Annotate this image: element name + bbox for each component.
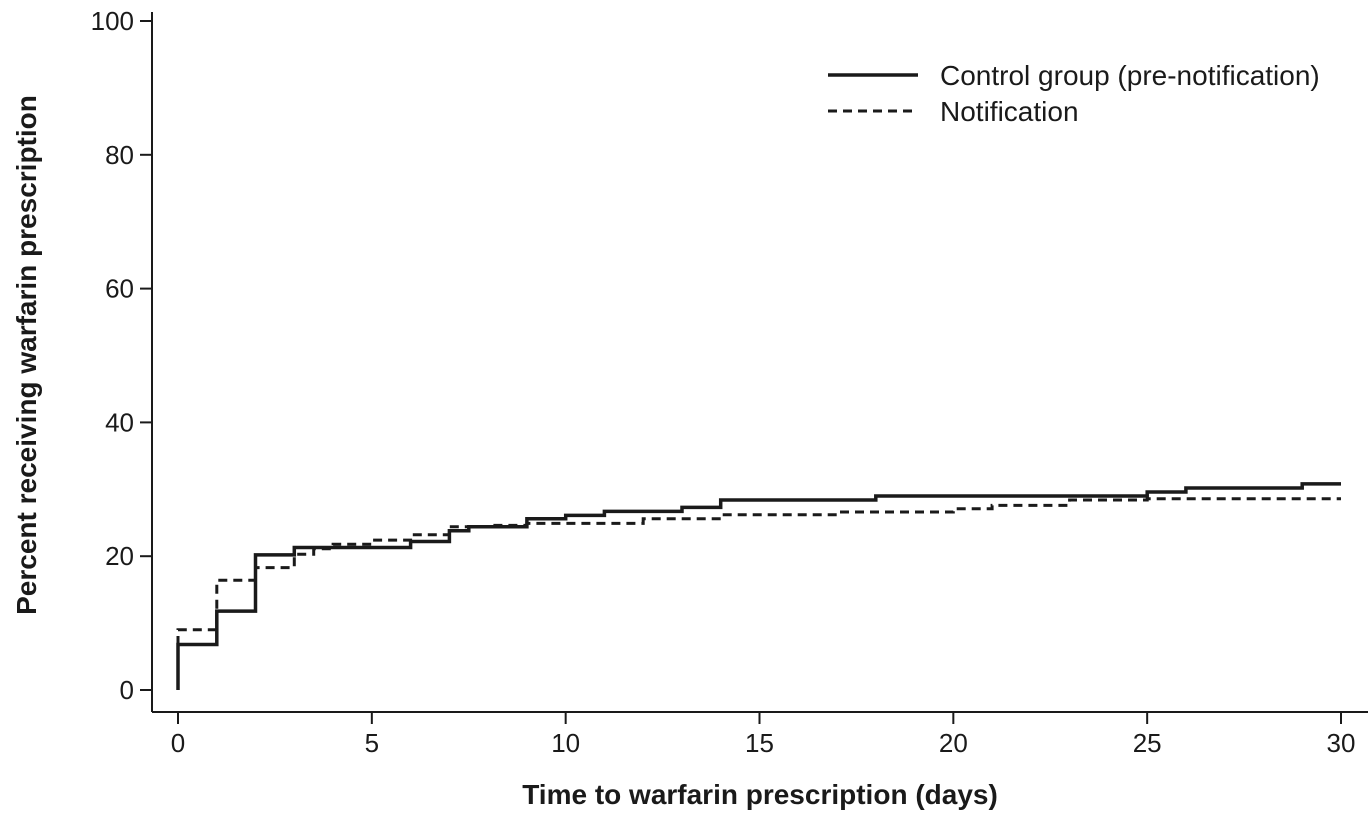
y-axis-title: Percent receiving warfarin prescription bbox=[11, 95, 42, 615]
series-line-control bbox=[176, 482, 1341, 690]
x-tick-label: 20 bbox=[939, 728, 968, 758]
legend-label: Notification bbox=[940, 96, 1079, 127]
y-tick-label: 0 bbox=[120, 675, 134, 705]
x-tick-label: 10 bbox=[551, 728, 580, 758]
y-tick-label: 40 bbox=[105, 407, 134, 437]
y-tick-label: 100 bbox=[91, 6, 134, 36]
legend: Control group (pre-notification) Notifica… bbox=[828, 60, 1320, 127]
x-axis-title: Time to warfarin prescription (days) bbox=[522, 779, 998, 810]
legend-label: Control group (pre-notification) bbox=[940, 60, 1320, 91]
x-tick-label: 30 bbox=[1327, 728, 1356, 758]
series-layer bbox=[176, 482, 1341, 690]
y-tick-label: 60 bbox=[105, 274, 134, 304]
x-tick-label: 25 bbox=[1133, 728, 1162, 758]
x-tick-label: 15 bbox=[745, 728, 774, 758]
x-tick-label: 0 bbox=[171, 728, 185, 758]
axes-layer: 0 20 40 60 80 100 0 5 10 15 20 25 30 bbox=[91, 6, 1368, 758]
y-tick-label: 80 bbox=[105, 140, 134, 170]
x-tick-label: 5 bbox=[365, 728, 379, 758]
series-line-notification bbox=[176, 497, 1341, 690]
y-tick-label: 20 bbox=[105, 541, 134, 571]
